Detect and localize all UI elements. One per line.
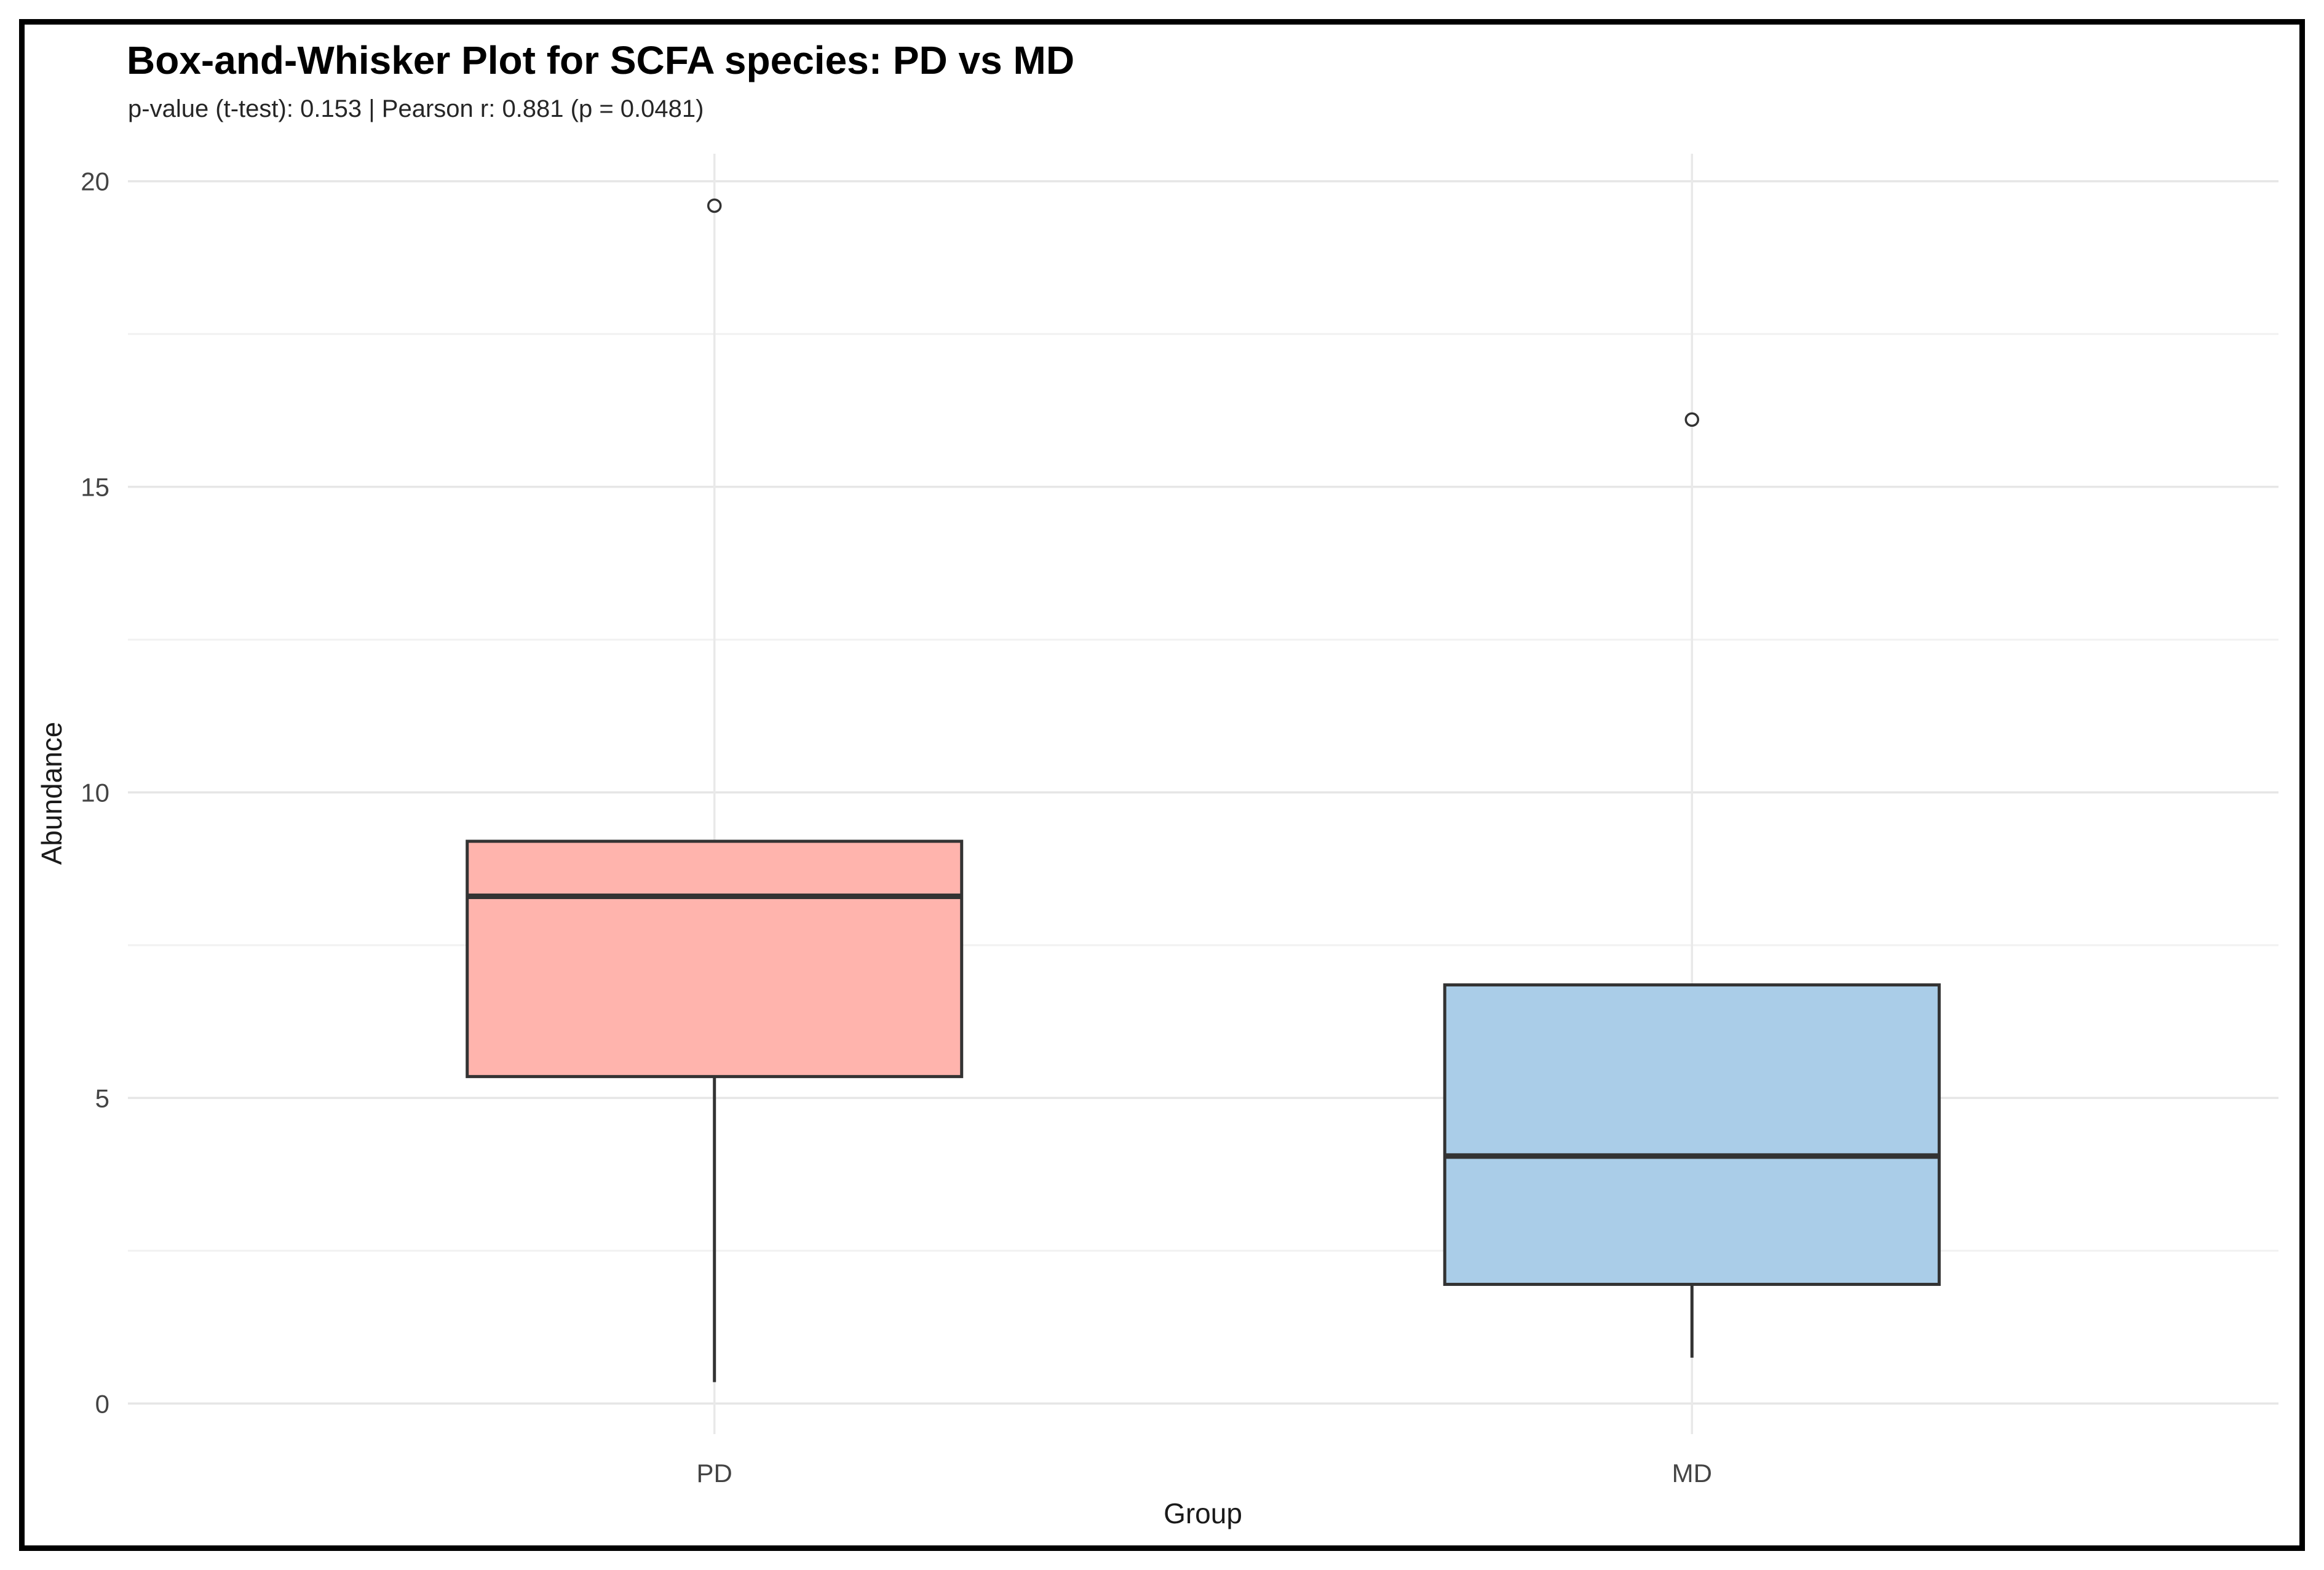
outlier-point-md <box>1684 412 1700 427</box>
x-tick-label-pd: PD <box>697 1459 732 1488</box>
y-tick-label: 5 <box>95 1084 109 1112</box>
gridline-layer <box>128 154 2278 1434</box>
y-axis-title: Abundance <box>36 722 68 865</box>
y-tick-label: 20 <box>81 167 109 196</box>
box-pd <box>466 839 964 1079</box>
tick-label-layer: 0 5 10 15 20 PD MD <box>81 167 1712 1488</box>
box-layer <box>466 198 1941 1382</box>
figure-border <box>19 19 2305 1551</box>
chart-subtitle: p-value (t-test): 0.153 | Pearson r: 0.8… <box>128 95 704 122</box>
x-axis-title: Group <box>1164 1497 1242 1529</box>
outlier-point-pd <box>707 198 722 213</box>
chart-title: Box-and-Whisker Plot for SCFA species: P… <box>127 38 1074 82</box>
y-tick-label: 10 <box>81 779 109 807</box>
y-tick-label: 15 <box>81 473 109 502</box>
x-tick-label-md: MD <box>1672 1459 1712 1488</box>
y-tick-label: 0 <box>95 1389 109 1418</box>
box-md <box>1443 983 1941 1287</box>
